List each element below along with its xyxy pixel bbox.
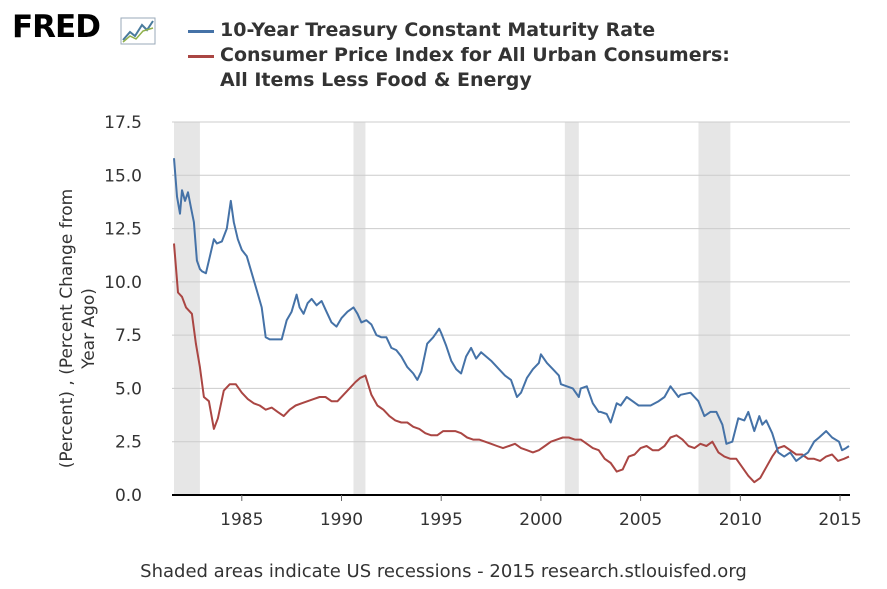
y-tick-label-6: 15.0: [104, 166, 142, 186]
legend-swatch-treasury: [188, 30, 214, 33]
y-axis-title-line-1: (Percent) , (Percent Change from: [57, 189, 77, 469]
logo-graph-icon: [120, 17, 156, 45]
y-tick-label-2: 5.0: [115, 379, 142, 399]
y-axis-title-line-2: Year Ago): [79, 288, 99, 370]
series-line-cpi: [173, 243, 850, 484]
y-tick-label-1: 2.5: [115, 433, 142, 453]
series-line-treasury: [173, 158, 850, 462]
chart-legend: 10-Year Treasury Constant Maturity Rate …: [180, 18, 730, 93]
x-tick-label-2: 1995: [420, 510, 463, 530]
fred-logo-text: FRED: [12, 9, 101, 45]
x-tick-label-6: 2015: [818, 510, 861, 530]
legend-item-cpi: Consumer Price Index for All Urban Consu…: [180, 43, 730, 93]
y-axis-title: (Percent) , (Percent Change from Year Ago…: [57, 189, 99, 469]
fred-logo: FRED: [12, 8, 162, 48]
y-tick-label-0: 0.0: [115, 486, 142, 506]
legend-swatch-cpi: [188, 55, 214, 58]
legend-label-cpi-line1: Consumer Price Index for All Urban Consu…: [220, 44, 730, 66]
y-tick-label-4: 10.0: [104, 273, 142, 293]
legend-item-treasury: 10-Year Treasury Constant Maturity Rate: [180, 18, 730, 43]
y-tick-label-7: 17.5: [104, 113, 142, 133]
x-tick-label-5: 2010: [719, 510, 762, 530]
recession-band-1: [353, 122, 366, 495]
x-tick-label-4: 2005: [619, 510, 662, 530]
recession-band-2: [564, 122, 579, 495]
x-tick-label-0: 1985: [220, 510, 263, 530]
y-tick-label-3: 7.5: [115, 326, 142, 346]
legend-label-treasury: 10-Year Treasury Constant Maturity Rate: [220, 19, 656, 41]
y-tick-label-5: 12.5: [104, 220, 142, 240]
footer-note: Shaded areas indicate US recessions - 20…: [140, 561, 747, 582]
legend-label-cpi-line2: All Items Less Food & Energy: [220, 69, 532, 91]
x-tick-label-3: 2000: [519, 510, 562, 530]
x-tick-label-1: 1990: [320, 510, 363, 530]
